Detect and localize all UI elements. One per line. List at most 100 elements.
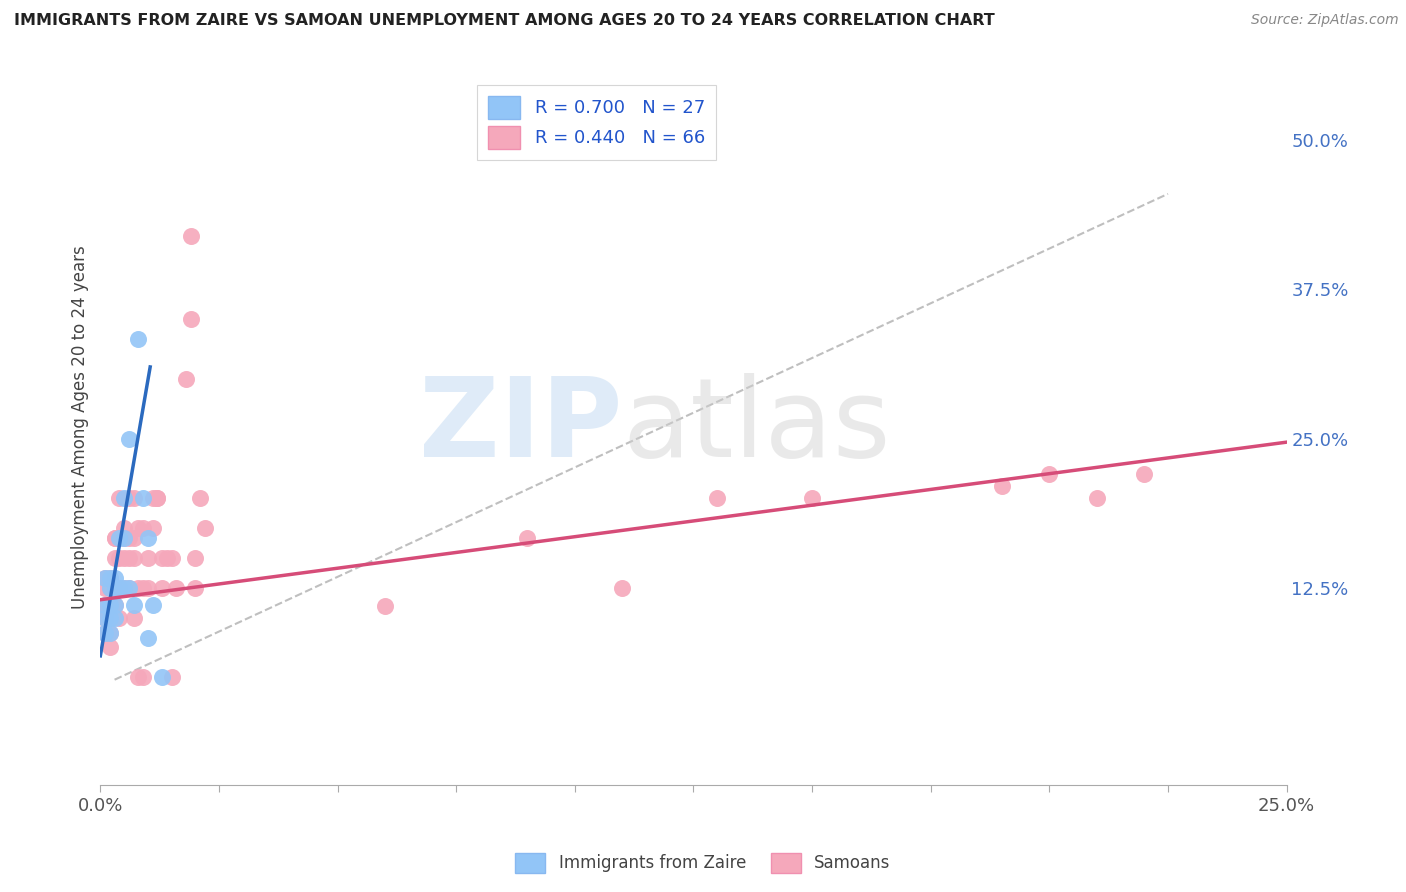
Point — [103, 598, 125, 612]
Point — [179, 228, 201, 243]
Point — [98, 626, 121, 640]
Point — [118, 432, 141, 446]
Point — [98, 598, 121, 612]
Point — [108, 581, 131, 595]
Point — [132, 670, 155, 684]
Point — [1133, 467, 1156, 482]
Point — [132, 491, 155, 506]
Point — [118, 531, 141, 545]
Point — [103, 551, 125, 566]
Text: ZIP: ZIP — [419, 373, 623, 480]
Point — [127, 521, 149, 535]
Point — [122, 610, 145, 624]
Point — [94, 598, 117, 612]
Point — [156, 551, 179, 566]
Point — [516, 531, 538, 545]
Point — [374, 599, 396, 613]
Point — [991, 479, 1014, 493]
Point — [174, 372, 197, 386]
Point — [179, 312, 201, 326]
Point — [136, 531, 159, 545]
Point — [94, 571, 117, 585]
Point — [108, 491, 131, 506]
Point — [98, 571, 121, 585]
Text: atlas: atlas — [623, 373, 891, 480]
Point — [118, 581, 141, 595]
Point — [122, 551, 145, 566]
Point — [136, 631, 159, 645]
Point — [112, 581, 135, 595]
Point — [706, 491, 728, 506]
Point — [112, 491, 135, 506]
Point — [103, 571, 125, 585]
Point — [108, 551, 131, 566]
Point — [108, 531, 131, 545]
Point — [146, 491, 169, 506]
Point — [165, 581, 187, 595]
Point — [112, 531, 135, 545]
Point — [132, 581, 155, 595]
Point — [160, 551, 183, 566]
Point — [94, 626, 117, 640]
Point — [194, 521, 217, 535]
Point — [127, 670, 149, 684]
Point — [122, 531, 145, 545]
Point — [146, 491, 169, 506]
Point — [103, 581, 125, 595]
Point — [118, 491, 141, 506]
Point — [150, 670, 173, 684]
Point — [112, 551, 135, 566]
Point — [94, 610, 117, 624]
Legend: Immigrants from Zaire, Samoans: Immigrants from Zaire, Samoans — [509, 847, 897, 880]
Point — [108, 610, 131, 624]
Point — [98, 581, 121, 595]
Point — [94, 598, 117, 612]
Point — [98, 610, 121, 624]
Point — [132, 521, 155, 535]
Point — [188, 491, 211, 506]
Point — [801, 491, 824, 506]
Point — [103, 531, 125, 545]
Point — [103, 531, 125, 545]
Point — [98, 598, 121, 612]
Point — [150, 581, 173, 595]
Y-axis label: Unemployment Among Ages 20 to 24 years: Unemployment Among Ages 20 to 24 years — [72, 244, 89, 608]
Point — [118, 551, 141, 566]
Point — [98, 626, 121, 640]
Point — [112, 531, 135, 545]
Point — [141, 598, 163, 612]
Point — [136, 581, 159, 595]
Point — [103, 610, 125, 624]
Text: IMMIGRANTS FROM ZAIRE VS SAMOAN UNEMPLOYMENT AMONG AGES 20 TO 24 YEARS CORRELATI: IMMIGRANTS FROM ZAIRE VS SAMOAN UNEMPLOY… — [14, 13, 995, 29]
Point — [118, 581, 141, 595]
Point — [94, 610, 117, 624]
Point — [103, 598, 125, 612]
Point — [98, 640, 121, 655]
Point — [108, 581, 131, 595]
Point — [112, 581, 135, 595]
Point — [160, 670, 183, 684]
Point — [122, 598, 145, 612]
Point — [94, 571, 117, 585]
Point — [150, 551, 173, 566]
Point — [122, 491, 145, 506]
Text: Source: ZipAtlas.com: Source: ZipAtlas.com — [1251, 13, 1399, 28]
Point — [103, 581, 125, 595]
Legend: R = 0.700   N = 27, R = 0.440   N = 66: R = 0.700 N = 27, R = 0.440 N = 66 — [477, 85, 716, 160]
Point — [98, 581, 121, 595]
Point — [1038, 467, 1060, 482]
Point — [94, 626, 117, 640]
Point — [1085, 491, 1108, 506]
Point — [127, 333, 149, 347]
Point — [612, 581, 634, 595]
Point — [141, 491, 163, 506]
Point — [98, 610, 121, 624]
Point — [127, 581, 149, 595]
Point — [136, 551, 159, 566]
Point — [184, 581, 207, 595]
Point — [98, 571, 121, 585]
Point — [112, 521, 135, 535]
Point — [184, 551, 207, 566]
Point — [141, 521, 163, 535]
Point — [94, 581, 117, 595]
